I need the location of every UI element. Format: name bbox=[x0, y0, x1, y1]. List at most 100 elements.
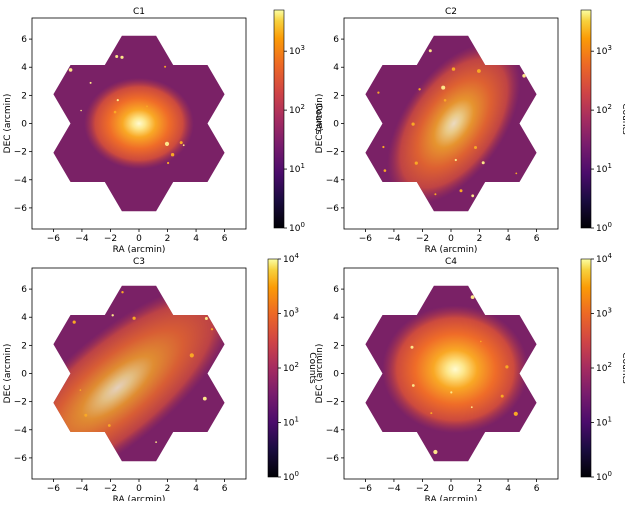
point-source bbox=[99, 454, 104, 459]
point-source bbox=[500, 394, 504, 398]
point-source bbox=[349, 401, 352, 404]
x-tick-label: 0 bbox=[448, 484, 454, 494]
colorbar-label: Counts bbox=[307, 352, 317, 384]
x-tick-label: 2 bbox=[165, 234, 171, 244]
point-source bbox=[422, 285, 424, 287]
point-source bbox=[433, 449, 438, 455]
point-source bbox=[43, 351, 45, 353]
point-source bbox=[359, 130, 362, 133]
point-source bbox=[418, 88, 421, 91]
point-source bbox=[202, 396, 207, 401]
point-source bbox=[454, 158, 457, 162]
x-tick-label: −6 bbox=[359, 484, 373, 494]
colorbar bbox=[273, 9, 285, 229]
point-source bbox=[471, 194, 475, 198]
colorbar-tick-label: 103 bbox=[596, 307, 612, 320]
point-source bbox=[481, 161, 485, 165]
x-tick-label: −2 bbox=[104, 234, 117, 244]
point-source bbox=[443, 99, 447, 102]
point-source bbox=[121, 291, 124, 294]
y-tick-label: 4 bbox=[333, 313, 339, 323]
y-tick-label: 4 bbox=[21, 313, 27, 323]
point-source bbox=[53, 335, 57, 339]
point-source bbox=[179, 35, 182, 37]
point-source bbox=[210, 61, 216, 66]
point-source bbox=[377, 91, 380, 94]
colorbar bbox=[580, 258, 592, 478]
y-tick-label: −4 bbox=[14, 176, 28, 186]
x-tick-label: 4 bbox=[193, 234, 199, 244]
point-source bbox=[350, 372, 352, 374]
x-tick-label: 6 bbox=[222, 234, 228, 244]
panel-title: C4 bbox=[445, 257, 457, 267]
point-source bbox=[219, 325, 223, 329]
colorbar-tick-label: 104 bbox=[283, 252, 299, 265]
point-source bbox=[116, 460, 121, 462]
point-source bbox=[164, 141, 170, 146]
point-source bbox=[550, 311, 552, 313]
point-source bbox=[179, 141, 183, 145]
point-source bbox=[369, 192, 373, 196]
point-source bbox=[459, 189, 463, 193]
point-source bbox=[41, 351, 43, 353]
y-tick-label: 6 bbox=[21, 285, 27, 295]
point-source bbox=[491, 469, 493, 471]
y-axis-label: DEC (arcmin) bbox=[3, 344, 13, 404]
chart-panel-3: C3 −6 −4 −2 0 2 4 6 −6 −4 −2 0 2 4 6 RA (arcmin) DEC (ar… bbox=[3, 252, 317, 505]
point-source bbox=[185, 285, 189, 287]
x-tick-label: 2 bbox=[477, 484, 483, 494]
y-tick-label: −4 bbox=[326, 176, 340, 186]
y-axis-label: DEC (arcmin) bbox=[315, 344, 325, 404]
x-tick-label: −4 bbox=[387, 484, 401, 494]
point-source bbox=[450, 391, 453, 394]
point-source bbox=[428, 49, 432, 53]
colorbar-label: Counts bbox=[620, 103, 625, 135]
y-tick-label: 6 bbox=[21, 35, 27, 45]
point-source bbox=[537, 271, 540, 274]
colorbar-label: Counts bbox=[620, 352, 625, 384]
x-tick-label: −2 bbox=[104, 484, 117, 494]
colorbar-tick-label: 102 bbox=[283, 361, 299, 374]
point-source bbox=[53, 169, 56, 172]
point-source bbox=[80, 109, 82, 112]
point-source bbox=[203, 209, 207, 212]
point-source bbox=[477, 69, 481, 73]
point-source bbox=[190, 445, 195, 450]
colorbar-tick-label: 103 bbox=[596, 44, 612, 57]
y-tick-label: −2 bbox=[14, 398, 27, 408]
chart-panel-1: C1 −6 −4 −2 0 2 4 6 −6 −4 −2 0 2 4 6 RA (arcmin) DEC (ar… bbox=[3, 7, 323, 255]
point-source bbox=[224, 46, 225, 49]
point-source bbox=[371, 381, 376, 386]
y-tick-label: −6 bbox=[14, 204, 28, 214]
point-source bbox=[505, 365, 509, 369]
colorbar bbox=[267, 258, 279, 478]
point-source bbox=[107, 424, 111, 427]
colorbar-tick-label: 102 bbox=[596, 361, 612, 374]
point-source bbox=[414, 161, 418, 165]
point-source bbox=[362, 137, 365, 140]
point-source bbox=[115, 55, 119, 58]
x-tick-label: −6 bbox=[359, 234, 373, 244]
x-axis-label: RA (arcmin) bbox=[425, 245, 478, 255]
emission-core bbox=[84, 77, 194, 170]
point-source bbox=[37, 202, 39, 204]
colorbar-label: Counts bbox=[313, 103, 323, 135]
x-tick-label: 6 bbox=[534, 484, 540, 494]
y-tick-label: −6 bbox=[14, 454, 28, 464]
x-axis-label: RA (arcmin) bbox=[113, 245, 166, 255]
y-tick-label: 4 bbox=[21, 63, 27, 73]
point-source bbox=[383, 169, 387, 172]
x-tick-label: −4 bbox=[75, 484, 89, 494]
point-source bbox=[378, 448, 381, 451]
point-source bbox=[522, 74, 526, 78]
colorbar-tick-label: 100 bbox=[596, 221, 612, 234]
point-source bbox=[170, 153, 175, 157]
x-tick-label: −6 bbox=[47, 234, 61, 244]
x-tick-label: 6 bbox=[222, 484, 228, 494]
point-source bbox=[221, 211, 223, 213]
image-3 bbox=[41, 285, 225, 462]
x-tick-label: −4 bbox=[387, 234, 401, 244]
y-tick-label: 6 bbox=[333, 35, 339, 45]
point-source bbox=[513, 411, 518, 416]
